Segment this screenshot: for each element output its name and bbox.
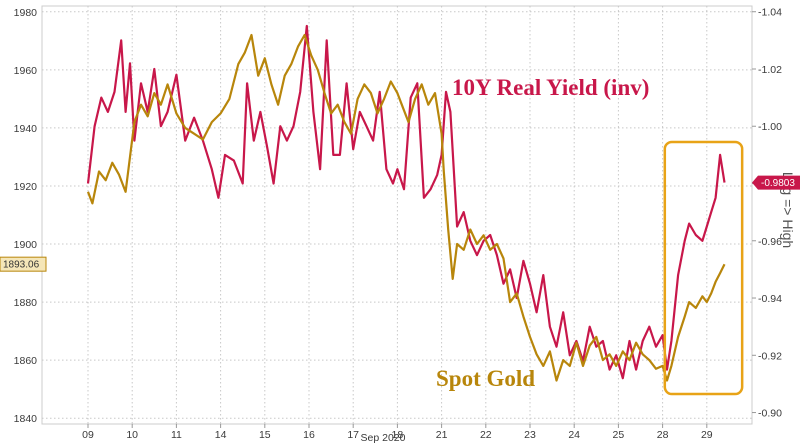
left-tick-label: 1980 xyxy=(14,7,38,19)
last-value-badges: -0.9803 1893.06 xyxy=(0,175,800,272)
spot-gold-last-value: 1893.06 xyxy=(3,260,40,271)
right-axis-ticks: -0.90-0.92-0.94-0.96-0.98-1.00-1.02-1.04 xyxy=(752,7,782,420)
highlight-box xyxy=(663,140,744,396)
left-tick-label: 1920 xyxy=(14,181,38,193)
x-tick-label: 28 xyxy=(657,429,669,441)
real-yield-series-label: 10Y Real Yield (inv) xyxy=(452,75,649,100)
spot-gold-series-label: Spot Gold xyxy=(436,366,535,391)
annotation-layer xyxy=(663,140,744,396)
left-tick-label: 1940 xyxy=(14,123,38,135)
right-tick-label: -0.96 xyxy=(758,236,782,248)
x-tick-label: 17 xyxy=(347,429,359,441)
left-tick-label: 1960 xyxy=(14,65,38,77)
right-axis-title: Log => High xyxy=(780,172,796,248)
spot-gold-badge-shape xyxy=(0,256,47,272)
x-axis-label: Sep 2020 xyxy=(361,432,406,444)
right-tick-label: -1.04 xyxy=(758,7,782,19)
x-tick-label: 09 xyxy=(82,429,94,441)
series-layer xyxy=(86,24,726,382)
x-tick-label: 10 xyxy=(126,429,138,441)
right-tick-label: -1.02 xyxy=(758,64,782,76)
x-tick-label: 15 xyxy=(259,429,271,441)
spot-gold-last-value-badge: 1893.06 xyxy=(0,256,47,272)
real-yield-last-value-badge: -0.9803 xyxy=(752,175,800,190)
x-tick-label: 14 xyxy=(215,429,227,441)
left-tick-label: 1900 xyxy=(14,239,38,251)
x-tick-label: 24 xyxy=(568,429,580,441)
left-tick-label: 1840 xyxy=(14,413,38,425)
real-yield-last-value: -0.9803 xyxy=(761,178,795,189)
x-axis-ticks: 09 10 11 14 15 16 17 18 21 22 23 24 25 28 29 xyxy=(82,424,713,441)
real-yield-line xyxy=(86,24,726,380)
right-tick-label: -0.92 xyxy=(758,350,782,362)
right-tick-label: -0.90 xyxy=(758,408,782,420)
x-tick-label: 11 xyxy=(171,429,182,441)
real-yield-badge-shape xyxy=(752,175,800,190)
x-tick-label: 25 xyxy=(613,429,625,441)
x-tick-label: 23 xyxy=(524,429,536,441)
left-tick-label: 1860 xyxy=(14,355,38,367)
x-tick-label: 29 xyxy=(701,429,713,441)
x-tick-label: 16 xyxy=(303,429,315,441)
x-tick-label: 21 xyxy=(436,429,448,441)
right-tick-label: -1.00 xyxy=(758,121,782,133)
right-tick-label: -0.94 xyxy=(758,293,782,305)
spot-gold-line xyxy=(86,33,726,382)
x-tick-label: 22 xyxy=(480,429,492,441)
left-tick-label: 1880 xyxy=(14,297,38,309)
x-tick-label: 18 xyxy=(392,429,404,441)
left-axis-ticks: 1840 1860 1880 1900 1920 1940 1960 1980 xyxy=(14,7,38,425)
gridlines xyxy=(41,5,753,425)
